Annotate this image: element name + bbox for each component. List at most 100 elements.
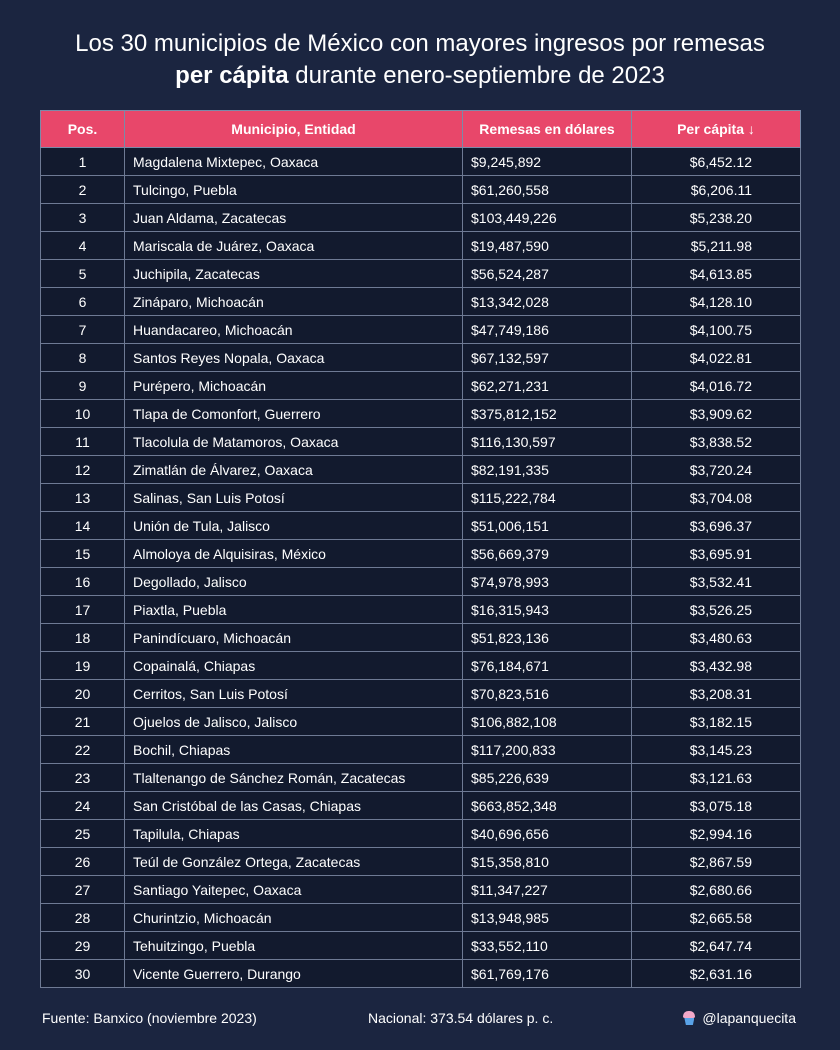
cell-per-capita: $5,211.98	[631, 231, 801, 260]
cell-remittances: $106,882,108	[462, 707, 632, 736]
cell-per-capita: $3,838.52	[631, 427, 801, 456]
cell-remittances: $74,978,993	[462, 567, 632, 596]
table-row: 23 Tlaltenango de Sánchez Román, Zacateca…	[40, 763, 801, 792]
cell-position: 3	[40, 203, 125, 232]
table-row: 7 Huandacareo, Michoacán $47,749,186 $4,100…	[40, 315, 801, 344]
cell-position: 9	[40, 371, 125, 400]
cell-remittances: $19,487,590	[462, 231, 632, 260]
cell-municipality: Purépero, Michoacán	[124, 371, 463, 400]
table-row: 4 Mariscala de Juárez, Oaxaca $19,487,590 $…	[40, 231, 801, 260]
table-row: 29 Tehuitzingo, Puebla $33,552,110 $2,647.7…	[40, 931, 801, 960]
cell-per-capita: $3,145.23	[631, 735, 801, 764]
cell-municipality: Copainalá, Chiapas	[124, 651, 463, 680]
cell-remittances: $56,669,379	[462, 539, 632, 568]
cell-position: 12	[40, 455, 125, 484]
cell-position: 1	[40, 147, 125, 176]
cell-remittances: $663,852,348	[462, 791, 632, 820]
cupcake-icon	[682, 1011, 696, 1025]
cell-position: 2	[40, 175, 125, 204]
cell-position: 21	[40, 707, 125, 736]
cell-per-capita: $4,128.10	[631, 287, 801, 316]
cell-remittances: $115,222,784	[462, 483, 632, 512]
author-handle-text: @lapanquecita	[702, 1010, 796, 1026]
cell-municipality: Juan Aldama, Zacatecas	[124, 203, 463, 232]
cell-remittances: $76,184,671	[462, 651, 632, 680]
table-row: 12 Zimatlán de Álvarez, Oaxaca $82,191,335…	[40, 455, 801, 484]
table-row: 8 Santos Reyes Nopala, Oaxaca $67,132,597 $…	[40, 343, 801, 372]
cell-remittances: $117,200,833	[462, 735, 632, 764]
cell-per-capita: $4,100.75	[631, 315, 801, 344]
cell-remittances: $62,271,231	[462, 371, 632, 400]
cell-municipality: Degollado, Jalisco	[124, 567, 463, 596]
cell-position: 20	[40, 679, 125, 708]
cell-position: 5	[40, 259, 125, 288]
cell-per-capita: $2,994.16	[631, 819, 801, 848]
cell-remittances: $375,812,152	[462, 399, 632, 428]
cell-position: 14	[40, 511, 125, 540]
table-row: 6 Zináparo, Michoacán $13,342,028 $4,128.10	[40, 287, 801, 316]
cell-position: 11	[40, 427, 125, 456]
cell-remittances: $70,823,516	[462, 679, 632, 708]
cell-remittances: $51,006,151	[462, 511, 632, 540]
cell-municipality: Tehuitzingo, Puebla	[124, 931, 463, 960]
cell-remittances: $85,226,639	[462, 763, 632, 792]
col-position-header: Pos.	[40, 110, 125, 148]
cell-remittances: $56,524,287	[462, 259, 632, 288]
cell-remittances: $15,358,810	[462, 847, 632, 876]
cell-per-capita: $4,022.81	[631, 343, 801, 372]
cell-remittances: $16,315,943	[462, 595, 632, 624]
cell-remittances: $11,347,227	[462, 875, 632, 904]
cell-position: 22	[40, 735, 125, 764]
cell-remittances: $9,245,892	[462, 147, 632, 176]
cell-per-capita: $3,696.37	[631, 511, 801, 540]
title-line-1: Los 30 municipios de México con mayores …	[75, 30, 765, 57]
cell-remittances: $13,948,985	[462, 903, 632, 932]
table-row: 1 Magdalena Mixtepec, Oaxaca $9,245,892 $6,…	[40, 147, 801, 176]
cell-municipality: Santiago Yaitepec, Oaxaca	[124, 875, 463, 904]
table-row: 10 Tlapa de Comonfort, Guerrero $375,812,1…	[40, 399, 801, 428]
cell-position: 27	[40, 875, 125, 904]
cell-municipality: Piaxtla, Puebla	[124, 595, 463, 624]
cell-position: 23	[40, 763, 125, 792]
chart-title: Los 30 municipios de México con mayores …	[0, 28, 840, 92]
cell-per-capita: $3,121.63	[631, 763, 801, 792]
source-note: Fuente: Banxico (noviembre 2023)	[42, 1010, 257, 1026]
table-body: 1 Magdalena Mixtepec, Oaxaca $9,245,892 $6,…	[40, 147, 801, 988]
col-municipality-header: Municipio, Entidad	[124, 110, 463, 148]
table-row: 18 Panindícuaro, Michoacán $51,823,136 $3,4…	[40, 623, 801, 652]
cell-municipality: Tlacolula de Matamoros, Oaxaca	[124, 427, 463, 456]
cell-municipality: Teúl de González Ortega, Zacatecas	[124, 847, 463, 876]
cell-position: 13	[40, 483, 125, 512]
cell-municipality: Zimatlán de Álvarez, Oaxaca	[124, 455, 463, 484]
cell-position: 16	[40, 567, 125, 596]
cell-per-capita: $3,432.98	[631, 651, 801, 680]
table-row: 27 Santiago Yaitepec, Oaxaca $11,347,227 $2…	[40, 875, 801, 904]
data-table-container: Pos. Municipio, Entidad Remesas en dólares…	[40, 110, 801, 988]
cell-remittances: $47,749,186	[462, 315, 632, 344]
cell-position: 10	[40, 399, 125, 428]
cell-per-capita: $2,867.59	[631, 847, 801, 876]
table-row: 28 Churintzio, Michoacán $13,948,985 $2,665…	[40, 903, 801, 932]
table-row: 13 Salinas, San Luis Potosí $115,222,784 $3…	[40, 483, 801, 512]
cell-municipality: Vicente Guerrero, Durango	[124, 959, 463, 988]
col-remittances-header: Remesas en dólares	[462, 110, 632, 148]
cell-remittances: $116,130,597	[462, 427, 632, 456]
table-row: 16 Degollado, Jalisco $74,978,993 $3,532.41	[40, 567, 801, 596]
cell-per-capita: $2,631.16	[631, 959, 801, 988]
national-average-note: Nacional: 373.54 dólares p. c.	[368, 1010, 554, 1026]
cell-municipality: Almoloya de Alquisiras, México	[124, 539, 463, 568]
table-row: 9 Purépero, Michoacán $62,271,231 $4,016.72	[40, 371, 801, 400]
table-row: 19 Copainalá, Chiapas $76,184,671 $3,432.98	[40, 651, 801, 680]
table-row: 25 Tapilula, Chiapas $40,696,656 $2,994.16	[40, 819, 801, 848]
cell-per-capita: $3,704.08	[631, 483, 801, 512]
cell-municipality: Tulcingo, Puebla	[124, 175, 463, 204]
table-row: 30 Vicente Guerrero, Durango $61,769,176 $2…	[40, 959, 801, 988]
cell-position: 26	[40, 847, 125, 876]
cell-municipality: Mariscala de Juárez, Oaxaca	[124, 231, 463, 260]
cell-remittances: $61,260,558	[462, 175, 632, 204]
cell-per-capita: $3,075.18	[631, 791, 801, 820]
cell-per-capita: $5,238.20	[631, 203, 801, 232]
cell-municipality: Churintzio, Michoacán	[124, 903, 463, 932]
title-emphasis: per cápita	[175, 62, 289, 89]
cell-position: 8	[40, 343, 125, 372]
